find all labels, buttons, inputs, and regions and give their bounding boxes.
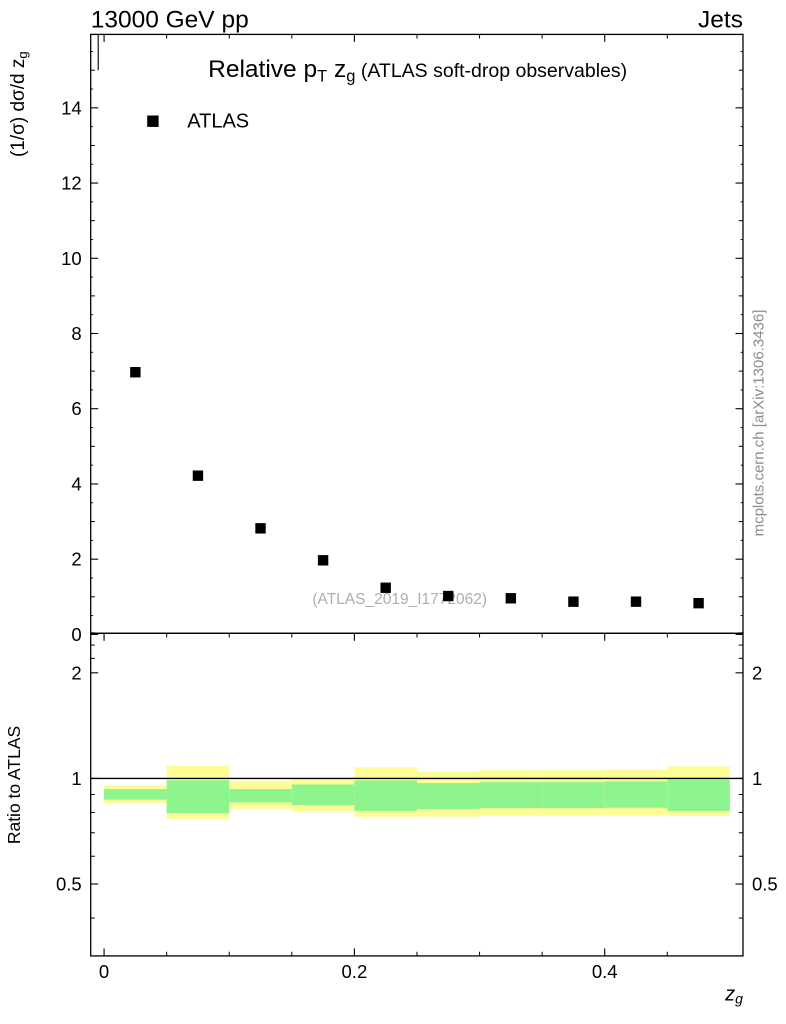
svg-text:0: 0 xyxy=(71,624,81,645)
svg-text:0.4: 0.4 xyxy=(592,961,618,982)
svg-text:Relative pT zg (ATLAS soft-dro: Relative pT zg (ATLAS soft-drop observab… xyxy=(208,56,627,86)
svg-text:10: 10 xyxy=(61,248,82,269)
svg-text:2: 2 xyxy=(71,549,81,570)
svg-text:ATLAS: ATLAS xyxy=(187,111,249,133)
svg-text:1: 1 xyxy=(752,768,762,789)
svg-text:(1/σ) dσ/d zg: (1/σ) dσ/d zg xyxy=(8,51,30,157)
svg-text:(ATLAS_2019_I1772062): (ATLAS_2019_I1772062) xyxy=(312,591,487,608)
svg-text:0.5: 0.5 xyxy=(56,874,82,895)
svg-text:1: 1 xyxy=(71,768,81,789)
svg-text:2: 2 xyxy=(71,662,81,683)
svg-text:6: 6 xyxy=(71,398,81,419)
svg-text:Jets: Jets xyxy=(698,6,743,33)
svg-text:8: 8 xyxy=(71,323,81,344)
svg-text:Ratio to ATLAS: Ratio to ATLAS xyxy=(4,726,24,844)
svg-text:4: 4 xyxy=(71,473,81,494)
svg-text:0.2: 0.2 xyxy=(342,961,368,982)
svg-text:14: 14 xyxy=(61,97,82,118)
svg-text:0.5: 0.5 xyxy=(752,874,778,895)
svg-text:12: 12 xyxy=(61,173,82,194)
svg-text:13000 GeV pp: 13000 GeV pp xyxy=(91,6,249,33)
svg-text:mcplots.cern.ch [arXiv:1306.34: mcplots.cern.ch [arXiv:1306.3436] xyxy=(751,310,768,537)
svg-text:2: 2 xyxy=(752,662,762,683)
svg-text:0: 0 xyxy=(99,961,109,982)
